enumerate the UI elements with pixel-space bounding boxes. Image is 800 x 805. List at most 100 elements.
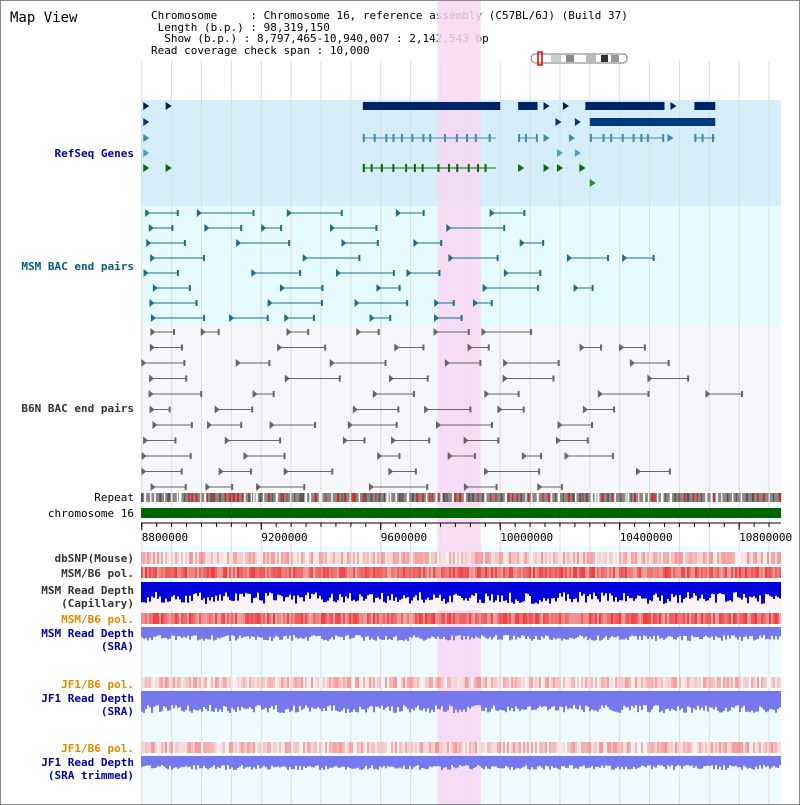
heat-cell (761, 567, 763, 578)
heat-cell (455, 567, 457, 578)
heat-cell (383, 567, 385, 578)
depth-bar (599, 691, 601, 710)
depth-bar (659, 582, 661, 601)
heat-cell (777, 677, 779, 688)
depth-bar (379, 582, 381, 600)
depth-bar (427, 582, 429, 598)
heat-cell (287, 742, 289, 753)
heat-cell (331, 567, 333, 578)
heat-cell (459, 613, 461, 624)
depth-bar (281, 756, 283, 767)
heat-cell (165, 742, 167, 753)
heat-cell (725, 742, 727, 753)
depth-bar (361, 582, 363, 597)
heat-cell (649, 613, 651, 624)
bac-end-marker (496, 255, 499, 261)
heat-cell (187, 552, 189, 564)
heat-cell (621, 552, 623, 564)
depth-bar (389, 691, 391, 711)
repeat-element (290, 493, 292, 502)
heat-cell (517, 567, 519, 578)
heat-cell (421, 613, 423, 624)
heat-cell (169, 677, 171, 688)
heat-cell (737, 552, 739, 564)
heat-cell (549, 613, 551, 624)
depth-bar (589, 756, 591, 768)
depth-bar (601, 691, 603, 706)
heat-cell (649, 552, 651, 564)
repeat-element (154, 493, 156, 502)
depth-bar (497, 756, 499, 768)
depth-bar (171, 756, 173, 770)
jf1-b6-pol-2-track (141, 742, 781, 753)
depth-bar (235, 756, 237, 770)
heat-cell (233, 742, 235, 753)
depth-bar (517, 582, 519, 601)
depth-bar (563, 582, 565, 593)
bac-end-marker (481, 328, 487, 336)
heat-cell (287, 567, 289, 578)
depth-bar (613, 756, 615, 770)
heat-cell (279, 552, 281, 564)
heat-cell (461, 613, 463, 624)
depth-bar (409, 582, 411, 604)
heat-cell (777, 552, 779, 564)
jf1-depth-trimmed-label: JF1 Read Depth (SRA trimmed) (41, 756, 134, 782)
heat-cell (247, 613, 249, 624)
heat-cell (325, 567, 327, 578)
heat-cell (235, 552, 237, 564)
bac-end-marker (268, 360, 271, 366)
heat-cell (557, 742, 559, 753)
heat-cell (495, 552, 497, 564)
heat-cell (289, 567, 291, 578)
depth-bar (525, 691, 527, 710)
heat-cell (571, 567, 573, 578)
depth-bar (397, 582, 399, 602)
heat-cell (327, 567, 329, 578)
depth-bar (455, 691, 457, 710)
heat-cell (395, 613, 397, 624)
heat-cell (673, 567, 675, 578)
depth-bar (399, 756, 401, 768)
heat-cell (341, 552, 343, 564)
depth-bar (149, 756, 151, 766)
heat-cell (487, 742, 489, 753)
heat-cell (193, 552, 195, 564)
depth-bar (263, 627, 265, 640)
bac-end-marker (448, 254, 454, 262)
depth-bar (685, 627, 687, 637)
heat-cell (369, 567, 371, 578)
repeat-element (471, 493, 474, 502)
heat-cell (227, 552, 229, 564)
depth-bar (225, 627, 227, 636)
depth-bar (283, 582, 285, 602)
gene-exon (429, 134, 432, 142)
heat-cell (445, 552, 447, 564)
depth-bar (189, 691, 191, 712)
depth-bar (663, 627, 665, 640)
heat-cell (245, 677, 247, 688)
heat-cell (323, 567, 325, 578)
heat-cell (729, 552, 731, 564)
heat-cell (701, 742, 703, 753)
heat-cell (703, 567, 705, 578)
bac-end-marker (384, 360, 387, 366)
heat-cell (319, 567, 321, 578)
heat-cell (465, 552, 467, 564)
depth-bar (271, 691, 273, 707)
heat-cell (377, 552, 379, 564)
repeat-element (275, 493, 278, 502)
depth-bar (543, 582, 545, 599)
bac-end-marker (375, 225, 378, 231)
length-label: Length (b.p.) (157, 20, 244, 34)
depth-bar (537, 691, 539, 708)
depth-bar (153, 691, 155, 708)
heat-cell (495, 567, 497, 578)
heat-cell (173, 567, 175, 578)
depth-bar (681, 582, 683, 603)
depth-bar (545, 582, 547, 601)
depth-bar (461, 756, 463, 767)
heat-cell (257, 567, 259, 578)
repeat-element (625, 493, 627, 502)
